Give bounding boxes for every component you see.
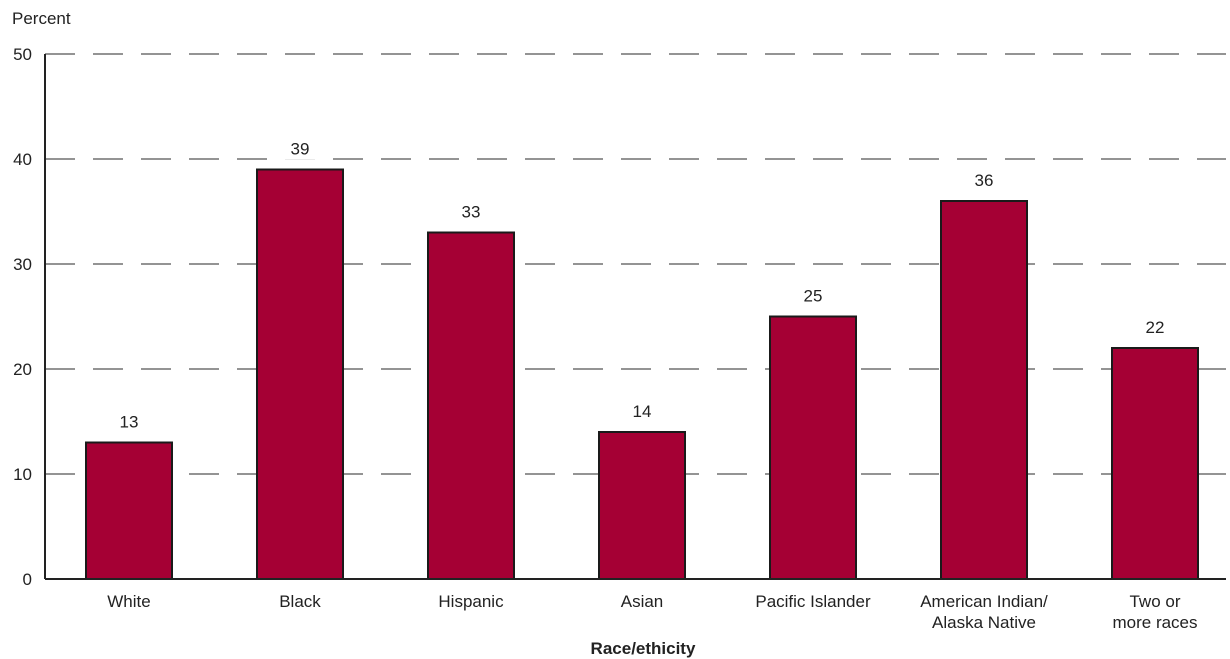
data-label-backdrop <box>1133 314 1177 338</box>
data-label-backdrop <box>278 135 322 160</box>
y-axis-ticks: 0 10 20 30 40 50 <box>13 45 32 589</box>
y-tick-label: 0 <box>23 570 32 589</box>
bar <box>256 168 344 580</box>
y-tick-label: 40 <box>13 150 32 169</box>
data-label: 39 <box>291 140 310 159</box>
bar <box>427 231 515 580</box>
data-label-backdrop <box>620 398 664 422</box>
data-label: 22 <box>1146 318 1165 337</box>
data-label: 33 <box>462 203 481 222</box>
gridlines <box>45 53 1226 475</box>
category-label: White <box>107 592 150 611</box>
category-label: Pacific Islander <box>755 592 871 611</box>
data-label: 13 <box>120 413 139 432</box>
category-label: American Indian/Alaska Native <box>920 592 1048 632</box>
data-labels: 13 39 33 14 25 36 22 <box>107 135 1177 433</box>
bar <box>85 441 173 580</box>
bar <box>940 200 1028 580</box>
category-label: Hispanic <box>438 592 504 611</box>
bars <box>85 168 1199 580</box>
category-labels: White Black Hispanic Asian Pacific Islander A… <box>107 592 1197 632</box>
bar <box>1111 347 1199 580</box>
category-label: Black <box>279 592 321 611</box>
data-label-backdrop <box>449 198 493 223</box>
data-label: 25 <box>804 287 823 306</box>
y-axis-title: Percent <box>12 9 71 28</box>
y-tick-label: 30 <box>13 255 32 274</box>
y-tick-label: 10 <box>13 465 32 484</box>
y-tick-label: 20 <box>13 360 32 379</box>
category-label: Asian <box>621 592 664 611</box>
y-tick-label: 50 <box>13 45 32 64</box>
category-label: Two or more races <box>1112 592 1197 632</box>
bar <box>769 315 857 580</box>
data-label-backdrop <box>107 408 151 433</box>
x-axis-title: Race/ethicity <box>591 639 696 658</box>
data-label-backdrop <box>962 167 1006 191</box>
bar <box>598 431 686 580</box>
data-label: 14 <box>633 402 652 421</box>
data-label: 36 <box>975 171 994 190</box>
data-label-backdrop <box>791 282 835 307</box>
